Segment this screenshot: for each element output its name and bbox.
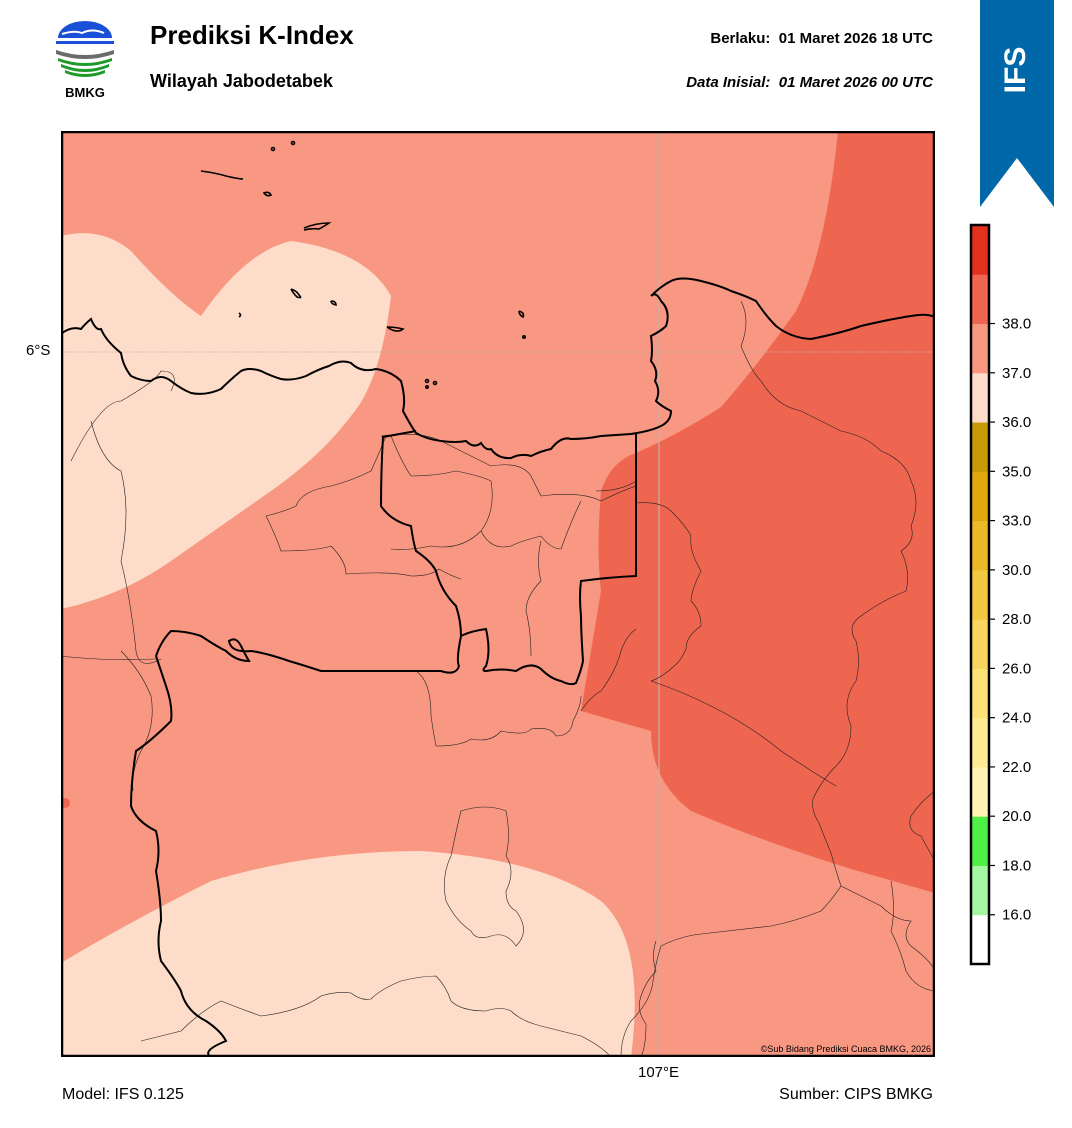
- page-title: Prediksi K-Index: [150, 20, 354, 50]
- ifs-model-banner: IFS: [980, 0, 1054, 207]
- colorbar-tick-label: 22.0: [1002, 759, 1031, 776]
- colorbar-bin: [971, 471, 989, 522]
- province-boundaries: [61, 277, 935, 1057]
- colorbar-bin: [971, 225, 989, 275]
- colorbar-bin: [971, 323, 989, 374]
- colorbar-tick-label: 33.0: [1002, 513, 1031, 530]
- colorbar-tick-label: 18.0: [1002, 857, 1031, 874]
- colorbar-bin: [971, 520, 989, 571]
- source-info: Sumber: CIPS BMKG: [779, 1086, 933, 1103]
- k-index-colorbar: 16.0 18.0 20.0 22.0 24.0 26.0 28.0 30.0 33.0 35.0…: [969, 223, 1031, 966]
- banner-shape: [980, 0, 1054, 207]
- init-value: 01 Maret 2026 00 UTC: [778, 74, 933, 91]
- k-index-map: ©Sub Bidang Prediksi Cuaca BMKG, 2026: [61, 131, 935, 1057]
- colorbar-tick-label: 37.0: [1002, 365, 1031, 382]
- colorbar-bin: [971, 422, 989, 472]
- colorbar-bin: [971, 372, 989, 423]
- k-index-region-35-36-north: [61, 233, 391, 609]
- initial-data-time: Data Inisial: 01 Maret 2026 00 UTC: [686, 74, 933, 91]
- k-index-region-37-38: [581, 131, 935, 893]
- colorbar-bin: [971, 274, 989, 325]
- k-index-region-35-36-south: [61, 851, 635, 1057]
- colorbar-bin: [971, 914, 989, 965]
- colorbar-bin: [971, 619, 989, 669]
- colorbar-tick-label: 36.0: [1002, 414, 1031, 431]
- valid-value: 01 Maret 2026 18 UTC: [778, 30, 933, 47]
- colorbar-bin: [971, 569, 989, 620]
- colorbar-tick-label: 30.0: [1002, 562, 1031, 579]
- map-frame: [61, 131, 935, 1057]
- colorbar-bin: [971, 865, 989, 916]
- region-subtitle: Wilayah Jabodetabek: [150, 71, 333, 91]
- colorbar-frame: [969, 223, 991, 966]
- colorbar-tick-label: 16.0: [1002, 907, 1031, 924]
- colorbar-bin: [971, 668, 989, 719]
- latitude-label: 6°S: [26, 342, 51, 359]
- copyright-text: ©Sub Bidang Prediksi Cuaca BMKG, 2026: [761, 1044, 931, 1054]
- colorbar-bin: [971, 717, 989, 768]
- model-info: Model: IFS 0.125: [62, 1086, 184, 1103]
- bmkg-logo: BMKG: [56, 21, 114, 100]
- colorbar-tick-label: 28.0: [1002, 611, 1031, 628]
- valid-label: Berlaku:: [710, 30, 771, 47]
- logo-text: BMKG: [65, 85, 105, 100]
- banner-text: IFS: [999, 47, 1032, 94]
- colorbar-tick-label: 20.0: [1002, 808, 1031, 825]
- colorbar-tick-label: 26.0: [1002, 660, 1031, 677]
- colorbar-bin: [971, 816, 989, 866]
- valid-time: Berlaku: 01 Maret 2026 18 UTC: [710, 30, 933, 47]
- colorbar-tick-label: 24.0: [1002, 710, 1031, 727]
- islands: [200, 140, 526, 390]
- colorbar-bin: [971, 766, 989, 817]
- colorbar-tick-label: 38.0: [1002, 316, 1031, 333]
- colorbar-tick-label: 35.0: [1002, 463, 1031, 480]
- longitude-label: 107°E: [638, 1064, 680, 1081]
- init-label: Data Inisial:: [686, 74, 771, 91]
